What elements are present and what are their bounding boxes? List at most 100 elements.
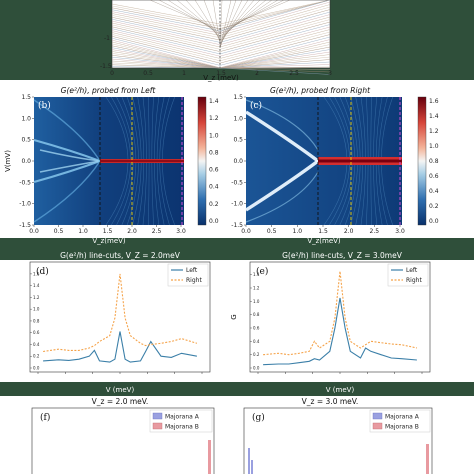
panel-c-ytick: -1.0 [231,201,243,208]
panel-b-ytick: 0.0 [21,158,31,165]
panel-e-xtick: 0.0 [335,375,345,382]
panel-d-ylabel: G [4,314,12,319]
panel-a-xtick-1: 0.5 [143,70,153,77]
panel-f-bar-b [208,440,211,474]
panel-d-ytick: 1.6 [33,271,40,276]
panel-g-bar-b [426,444,429,474]
panel-c-colorbar-label: 0.4 [429,188,439,195]
panel-f: V_z = 2.0 meV. (f) Majorana A Majorana B [31,397,215,474]
panel-a-spectrum-line [185,0,267,39]
panel-g-legend-b: Majorana B [385,424,419,431]
panel-a-spectrum-line [111,36,331,66]
panel-e-xtick: -1.5 [252,375,264,382]
panel-d: G(e²/h) line-cuts, V_Z = 2.0meV 0.00.20.… [4,251,211,394]
panel-d-xtick: 1.0 [170,375,180,382]
panel-d-legend: Left Right [167,263,209,287]
panel-d-xtick: -1.0 [59,375,71,382]
panel-b-ytick: -1.5 [19,222,31,229]
panel-g-title: V_z = 3.0 meV. [302,397,359,406]
panel-a-xtick-0: 0 [110,70,114,77]
panel-a-xtick-3: 1.5 [216,70,226,77]
panel-b-xtick: 0.5 [54,228,64,235]
panel-b-colorbar-label: 0.2 [209,201,219,208]
panel-f-legend-a: Majorana A [165,414,200,421]
panel-e-xtick: 1.5 [417,375,427,382]
panel-b-branch-lower [33,160,101,223]
panel-a-spectrum-line [219,0,237,49]
panel-e-xtick: -1.0 [279,375,291,382]
panel-c-colorbar-label: 0.2 [429,203,439,210]
panel-e-ytick: 0.0 [253,366,260,371]
panel-e-label: (e) [256,266,268,277]
panel-e-ytick: 1.0 [253,299,260,304]
panel-b-colorbar-label: 1.0 [209,132,219,139]
panel-e-ytick: 0.8 [253,312,260,317]
panel-d-ytick: 1.0 [33,307,40,312]
panel-c-colorbar-label: 1.2 [429,128,439,135]
panel-b-ytick: 1.0 [21,115,31,122]
panel-b-label: (b) [38,100,51,111]
mid-band-1 [0,238,474,260]
panel-c-colorbar-label: 0.0 [429,218,439,225]
panel-g-bar-a1 [248,448,250,474]
panel-e-legend-left: Left [406,267,418,274]
panel-c: G(e²/h), probed from Right (c) 1.5 1.0 0.5… [231,86,438,245]
panel-e-xtick: 1.0 [390,375,400,382]
panel-e-ytick: 1.2 [253,286,260,291]
panel-e-ytick: 0.6 [253,326,260,331]
panel-b-colorbar-label: 0.8 [209,149,219,156]
panel-b-xtick: 3.0 [176,228,186,235]
panel-b-ytick: -1.0 [19,201,31,208]
panel-b-colorbar [197,96,207,226]
panel-g-label: (g) [252,412,265,423]
panel-b-colorbar-label: 1.4 [209,98,219,105]
panel-c-colorbar-label: 1.6 [429,98,439,105]
panel-c-xtick: 3.0 [395,228,405,235]
panel-a-xtick-5: 2.5 [289,70,299,77]
panel-c-ytick: -1.5 [231,222,243,229]
panel-g: V_z = 3.0 meV. (g) Majorana A Majorana B [243,397,433,474]
panel-e-title: G(e²/h) line-cuts, V_Z = 3.0meV [282,251,403,260]
mid-band-2 [0,382,474,396]
panel-e-xlabel: V (meV) [326,386,355,394]
panel-b-colorbar-label: 0.0 [209,218,219,225]
panel-d-ytick: 0.8 [33,318,40,323]
panel-c-colorbar [417,96,427,226]
panel-b-xtick: 2.5 [152,228,162,235]
panel-e-series-right [263,271,418,356]
panel-e-ytick: 0.4 [253,339,260,344]
panel-d-ytick: 0.4 [33,342,40,347]
panel-a: -1 -1.5 0 0.5 1 1.5 2 2.5 3 V_z (meV) [100,0,332,82]
panel-g-legend: Majorana A Majorana B [369,409,431,433]
panel-c-colorbar-label: 0.8 [429,158,439,165]
panel-c-xtick: 2.0 [344,228,354,235]
panel-d-label: (d) [36,266,49,277]
panel-a-spectrum-line [167,0,279,35]
panel-b-branch-upper [33,99,101,162]
panel-d-plot: 0.0 0.2 0.4 0.6 0.8 1.0 1.2 1.4 1.6 [30,271,198,371]
panel-a-spectrum-line [111,29,331,59]
panel-f-legend-b: Majorana B [165,424,199,431]
panel-f-title: V_z = 2.0 meV. [92,397,149,406]
panel-d-ytick: 1.2 [33,295,40,300]
panel-c-ytick: 1.5 [233,94,243,101]
panel-a-ytick-0: -1 [104,35,110,42]
panel-b-colorbar-label: 0.6 [209,167,219,174]
panel-b: G(e²/h), probed from Left (b) V(mV) 1.5 1… [4,86,219,245]
panel-d-xlabel: V (meV) [106,386,135,394]
panel-b-ytick: 1.5 [21,94,31,101]
panel-d-ytick: 0.0 [33,366,40,371]
panel-d-legend-right: Right [186,277,202,284]
panel-a-xtick-4: 2 [255,70,259,77]
panel-b-ytick: -0.5 [19,179,31,186]
panel-g-bar-a2 [251,460,253,474]
panel-e-plot: 0.0 0.2 0.4 0.6 0.8 1.0 1.2 1.4 [250,271,418,371]
panel-b-title: G(e²/h), probed from Left [61,86,157,95]
panel-b-xlabel: V_z(meV) [92,237,126,245]
panel-c-xtick: 0.5 [267,228,277,235]
panel-c-xtick: 1.5 [318,228,328,235]
panel-c-xtick: 0.0 [241,228,251,235]
panel-e-ytick: 1.4 [253,272,260,277]
panel-c-colorbar-label: 1.0 [429,143,439,150]
